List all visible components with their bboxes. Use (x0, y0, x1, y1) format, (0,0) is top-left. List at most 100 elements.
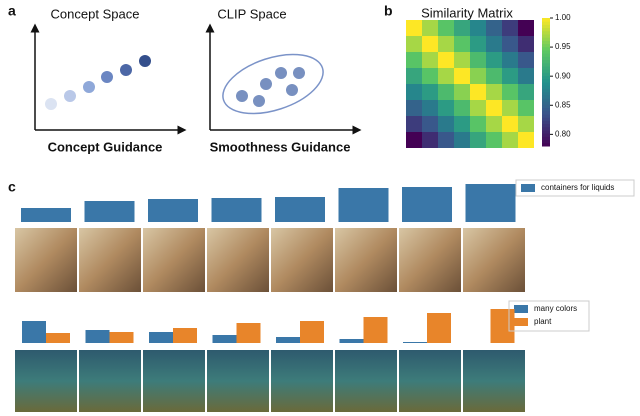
legend-label: containers for liquids (541, 183, 614, 192)
heat-cell (518, 132, 534, 148)
heat-cell (422, 116, 438, 132)
colorbar-step (542, 75, 550, 80)
colorbar-step (542, 43, 550, 48)
clip-diagram: CLIP Space Smoothness Guidance (205, 6, 362, 154)
colorbar-step (542, 34, 550, 38)
colorbar-step (542, 72, 550, 77)
heat-cell (406, 132, 422, 148)
heat-cell (406, 68, 422, 84)
heat-cell (502, 116, 518, 132)
photo (207, 350, 269, 412)
heat-cell (454, 68, 470, 84)
heat-cell (454, 100, 470, 116)
colorbar-label: 0.95 (555, 42, 571, 51)
heat-cell (470, 100, 486, 116)
heat-cell (406, 52, 422, 68)
legend-box (515, 179, 635, 197)
heat-cell (422, 52, 438, 68)
bar (363, 317, 388, 343)
bar (276, 337, 300, 343)
legend-box (508, 300, 590, 332)
colorbar-step (542, 139, 550, 144)
colorbar-step (542, 56, 550, 61)
colorbar-label: 0.90 (555, 71, 571, 80)
heat-cell (470, 20, 486, 36)
point (83, 81, 95, 93)
diagram-title: CLIP Space (217, 6, 286, 21)
colorbar-step (542, 21, 550, 25)
photo (79, 350, 141, 412)
heat-cell (470, 116, 486, 132)
heat-cell (486, 20, 502, 36)
heat-cell (502, 36, 518, 52)
bar (402, 187, 452, 222)
heat-cell (518, 52, 534, 68)
heat-cell (502, 20, 518, 36)
bar (236, 323, 261, 343)
colorbar-step (542, 110, 550, 115)
heat-cell (518, 36, 534, 52)
bar (211, 198, 262, 222)
diagram-title: Concept Space (51, 6, 140, 21)
colorbar-step (542, 69, 550, 73)
bar (339, 339, 364, 343)
heat-cell (518, 68, 534, 84)
bar (148, 199, 198, 222)
heat-cell (454, 84, 470, 100)
heat-cell (422, 36, 438, 52)
panel-label: c (8, 179, 16, 195)
cluster (222, 53, 324, 115)
heat-cell (518, 84, 534, 100)
legend-label: many colors (534, 304, 577, 313)
legend-label: plant (534, 317, 552, 326)
colorbar-step (542, 91, 550, 96)
colorbar-step (542, 82, 550, 86)
heat-cell (438, 36, 454, 52)
heat-cell (470, 52, 486, 68)
bar (109, 332, 134, 343)
colorbar-step (542, 27, 550, 32)
legend-swatch (521, 184, 535, 192)
heat-cell (422, 20, 438, 36)
colorbar-step (542, 107, 550, 112)
colorbar-step (542, 101, 550, 105)
bar (173, 328, 197, 343)
heat-cell (438, 132, 454, 148)
concept-diagram: Concept Space Concept Guidance (30, 6, 187, 154)
legend-swatch (514, 318, 528, 326)
heat-cell (438, 84, 454, 100)
heat-cell (502, 100, 518, 116)
bar (149, 332, 173, 343)
photo (207, 228, 269, 292)
bar (427, 313, 451, 343)
colorbar-step (542, 130, 550, 134)
bar (300, 321, 324, 343)
heat-cell (486, 100, 502, 116)
bar (212, 335, 237, 343)
colorbar-step (542, 46, 550, 51)
colorbar-step (542, 59, 550, 64)
colorbar-step (542, 133, 550, 137)
heat-cell (438, 100, 454, 116)
colorbar-step (542, 142, 550, 147)
heat-cell (406, 36, 422, 52)
bar (22, 321, 46, 343)
point (236, 90, 248, 102)
colorbar-step (542, 30, 550, 35)
colorbar-step (542, 126, 550, 131)
photo (143, 228, 205, 292)
heat-cell (422, 132, 438, 148)
heat-cell (518, 116, 534, 132)
heat-cell (470, 68, 486, 84)
colorbar-label: 0.80 (555, 129, 571, 138)
colorbar-label: 1.00 (555, 13, 571, 22)
heat-cell (422, 84, 438, 100)
bar (21, 208, 71, 222)
colorbar-step (542, 50, 550, 54)
colorbar-step (542, 78, 550, 83)
photo-strips (15, 228, 525, 412)
point (293, 67, 305, 79)
photo (463, 228, 525, 292)
bar (465, 184, 516, 222)
